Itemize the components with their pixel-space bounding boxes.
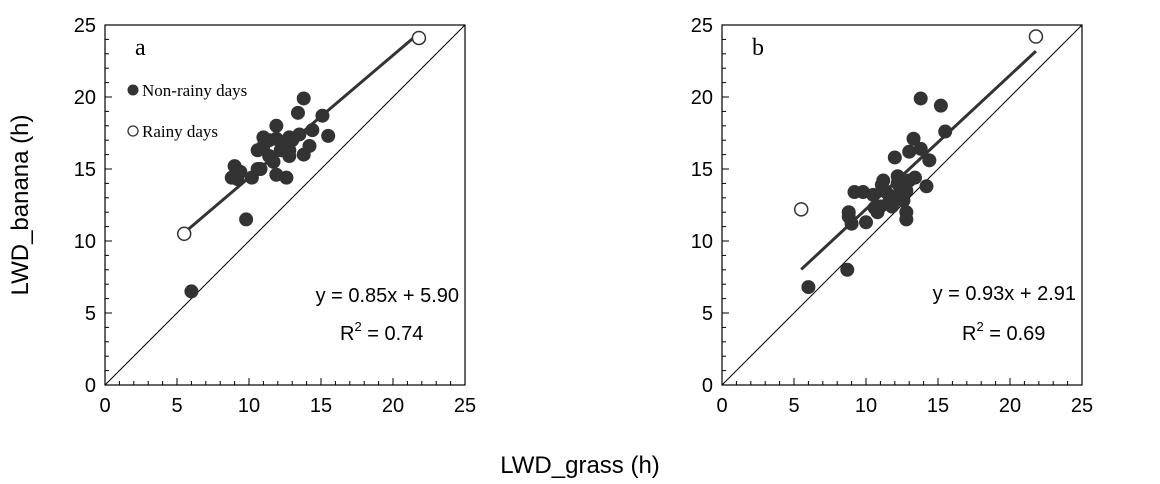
panel-b-y-tick-label: 20	[691, 87, 713, 109]
panel-a-rainy-point	[411, 30, 427, 46]
panel-a-equation: y = 0.85x + 5.90	[316, 285, 459, 307]
panel-a-nonrainy-point	[321, 128, 336, 143]
panel-b-nonrainy-point	[902, 144, 917, 159]
panel-a-y-tick-label: 0	[85, 375, 96, 397]
panel-a-x-tick-label: 15	[310, 395, 332, 417]
panel-a-nonrainy-point	[269, 118, 284, 133]
panel-a-nonrainy-point	[253, 162, 268, 176]
panel-a-y-tick-label: 20	[74, 87, 96, 109]
panel-b-nonrainy-point	[922, 153, 937, 168]
panel-b-nonrainy-point	[919, 179, 934, 194]
panel-a-y-tick-label: 10	[74, 231, 96, 253]
panel-a-plot-frame	[104, 24, 466, 386]
panel-a-x-tick-label: 10	[238, 395, 260, 417]
panel-b-nonrainy-point	[887, 150, 902, 165]
panel-b-nonrainy-point	[840, 262, 855, 277]
panel-b-x-tick-label: 25	[1071, 395, 1093, 417]
panel-a-chart: 0 5 10 15 20 25 0 5 10 15 20 25 a y = 0.85x + 5.90 R2 …	[74, 15, 476, 417]
panel-b-nonrainy-point	[938, 124, 953, 139]
legend-rainy-marker	[127, 125, 139, 137]
panel-b-nonrainy-point	[913, 91, 928, 106]
panel-a-nonrainy-point	[239, 212, 254, 227]
panel-a-letter: a	[135, 35, 146, 61]
panel-b-x-tick-label: 20	[999, 395, 1021, 417]
panel-b-y-tick-label: 10	[691, 231, 713, 253]
panel-a-r-squared: R2 = 0.74	[340, 319, 423, 345]
panel-a-nonrainy-point	[305, 123, 320, 138]
panel-b-y-tick-label: 5	[702, 303, 713, 325]
panel-b-chart: 0 5 10 15 20 25 0 5 10 15 20 25 b y = 0.93x + 2.91 R2 …	[691, 15, 1093, 417]
panel-b-regression-line	[800, 50, 1037, 271]
panel-a-x-tick-label: 0	[99, 395, 110, 417]
panel-b-r-squared: R2 = 0.69	[962, 319, 1045, 345]
y-axis-title: LWD_banana (h)	[7, 115, 34, 296]
panel-b-nonrainy-point	[913, 141, 928, 156]
panel-b-x-tick-label: 5	[788, 395, 799, 417]
panel-a-nonrainy-point	[302, 138, 317, 153]
panel-b-x-tick-label: 0	[716, 395, 727, 417]
panel-a-y-tick-label: 15	[74, 159, 96, 181]
panel-b-nonrainy-point	[844, 216, 859, 231]
panel-a-y-tick-label: 5	[85, 303, 96, 325]
x-axis-title: LWD_grass (h)	[500, 452, 660, 479]
panel-a-nonrainy-point	[266, 154, 281, 169]
panel-a-rainy-point	[176, 226, 192, 242]
panel-b-plot-frame	[721, 24, 1083, 386]
panel-b-nonrainy-point	[899, 212, 914, 227]
panel-b-nonrainy-point	[933, 98, 948, 113]
panel-b-y-tick-label: 15	[691, 159, 713, 181]
panel-b-nonrainy-point	[876, 173, 891, 188]
panel-a-x-tick-label: 5	[171, 395, 182, 417]
panel-b-x-tick-label: 15	[927, 395, 949, 417]
panel-b-rainy-point	[1028, 29, 1044, 44]
panel-a-nonrainy-point	[292, 127, 307, 142]
panel-b-nonrainy-point	[859, 215, 873, 230]
legend-nonrainy-label: Non-rainy days	[142, 81, 247, 100]
panel-a-nonrainy-point	[296, 91, 311, 106]
panel-b-y-tick-label: 25	[691, 15, 713, 37]
panel-a-one-to-one-line	[104, 24, 466, 386]
panel-a-nonrainy-point	[233, 164, 248, 179]
panel-a-x-tick-label: 25	[454, 395, 476, 417]
panel-b-nonrainy-point	[907, 170, 922, 185]
panel-b-equation: y = 0.93x + 2.91	[933, 283, 1076, 305]
legend-rainy-label: Rainy days	[142, 122, 218, 141]
panel-b-nonrainy-point	[906, 131, 921, 146]
panel-b-nonrainy-point	[801, 280, 816, 295]
panel-b-nonrainy-point	[841, 205, 856, 220]
panel-a-nonrainy-point	[184, 284, 199, 299]
panel-b-letter: b	[752, 35, 764, 61]
panel-a-y-tick-label: 25	[74, 15, 96, 37]
legend-nonrainy-marker	[127, 84, 139, 96]
panel-a-x-tick-label: 20	[382, 395, 404, 417]
panel-a-nonrainy-point	[290, 105, 305, 120]
panel-b-y-tick-label: 0	[702, 375, 713, 397]
panel-b-rainy-point	[793, 202, 809, 217]
panel-a-nonrainy-point	[279, 170, 294, 185]
panel-b-x-tick-label: 10	[855, 395, 877, 417]
panel-a-nonrainy-point	[315, 108, 330, 123]
